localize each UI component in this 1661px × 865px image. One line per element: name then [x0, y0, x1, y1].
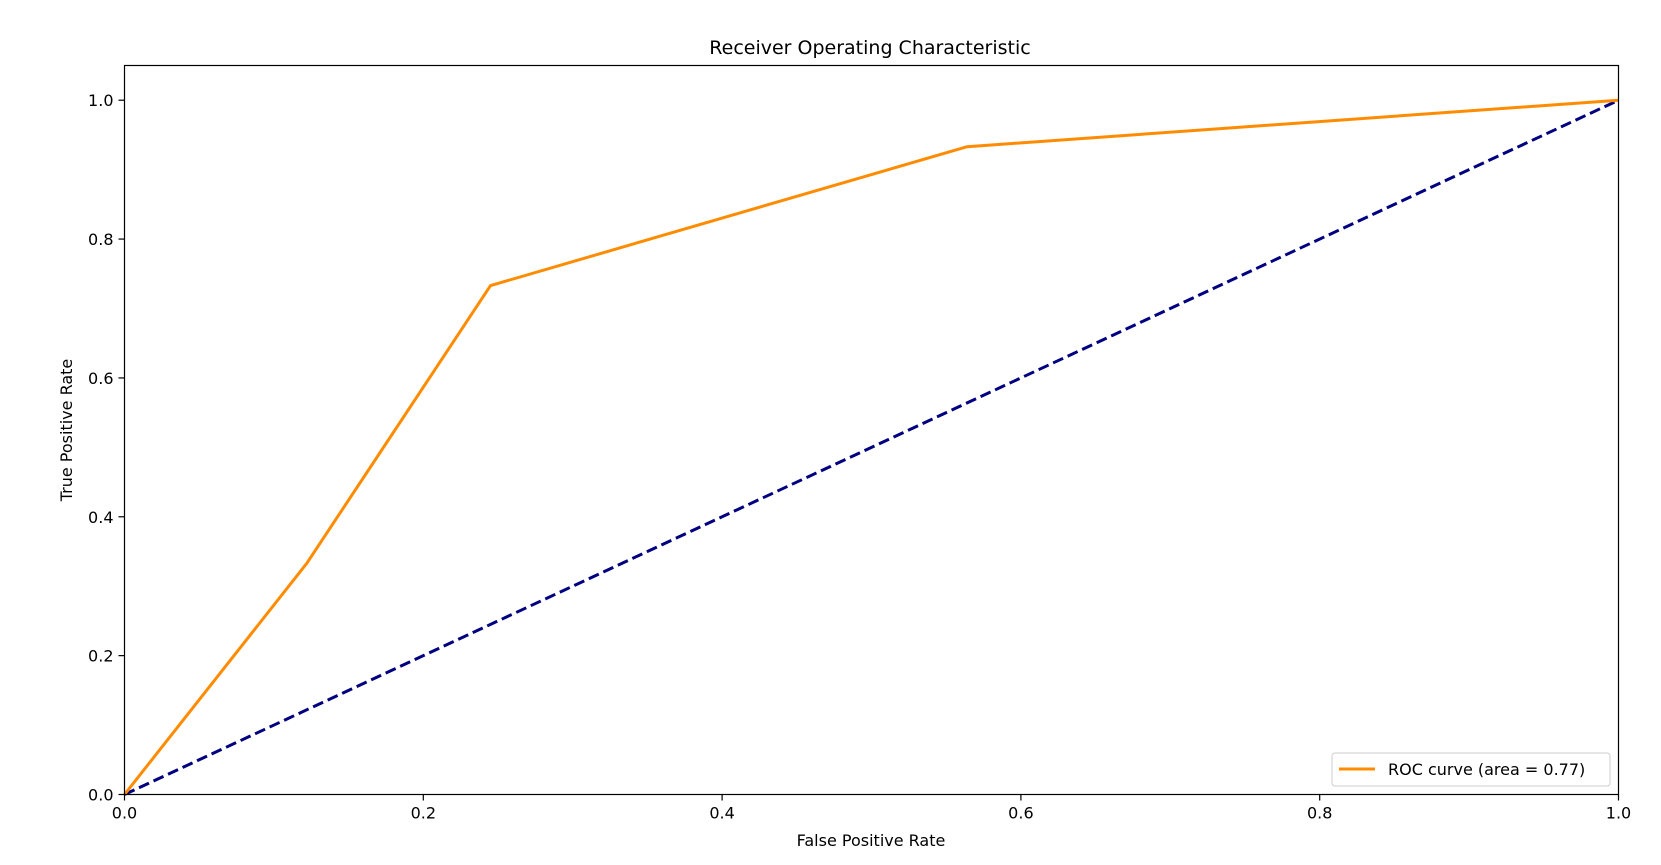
chart-title: Receiver Operating Characteristic	[709, 37, 1030, 59]
x-tick-label: 0.4	[709, 804, 734, 823]
y-tick-label: 0.0	[88, 786, 113, 805]
chance-diagonal-line	[123, 98, 1620, 796]
legend: ROC curve (area = 0.77)	[1331, 752, 1611, 787]
x-axis-ticks: 0.0 0.2 0.4 0.6 0.8 1.0	[112, 794, 1631, 823]
x-axis-label: False Positive Rate	[797, 831, 946, 850]
y-tick-label: 0.6	[88, 369, 113, 388]
y-tick-label: 0.2	[88, 647, 113, 666]
legend-box	[1331, 752, 1611, 787]
y-tick-label: 0.8	[88, 230, 113, 249]
x-tick-label: 0.2	[411, 804, 436, 823]
x-tick-label: 1.0	[1606, 804, 1631, 823]
x-tick-label: 0.0	[112, 804, 137, 823]
plot-lines	[123, 98, 1620, 796]
x-tick-label: 0.8	[1307, 804, 1332, 823]
y-tick-label: 1.0	[88, 91, 113, 110]
legend-label-roc: ROC curve (area = 0.77)	[1388, 760, 1585, 779]
roc-curve-line	[123, 98, 1619, 796]
plot-frame	[123, 64, 1620, 796]
y-axis-label: True Positive Rate	[57, 359, 76, 503]
y-tick-label: 0.4	[88, 508, 113, 527]
y-axis-ticks: 0.0 0.2 0.4 0.6 0.8 1.0	[88, 91, 125, 805]
x-tick-label: 0.6	[1008, 804, 1033, 823]
